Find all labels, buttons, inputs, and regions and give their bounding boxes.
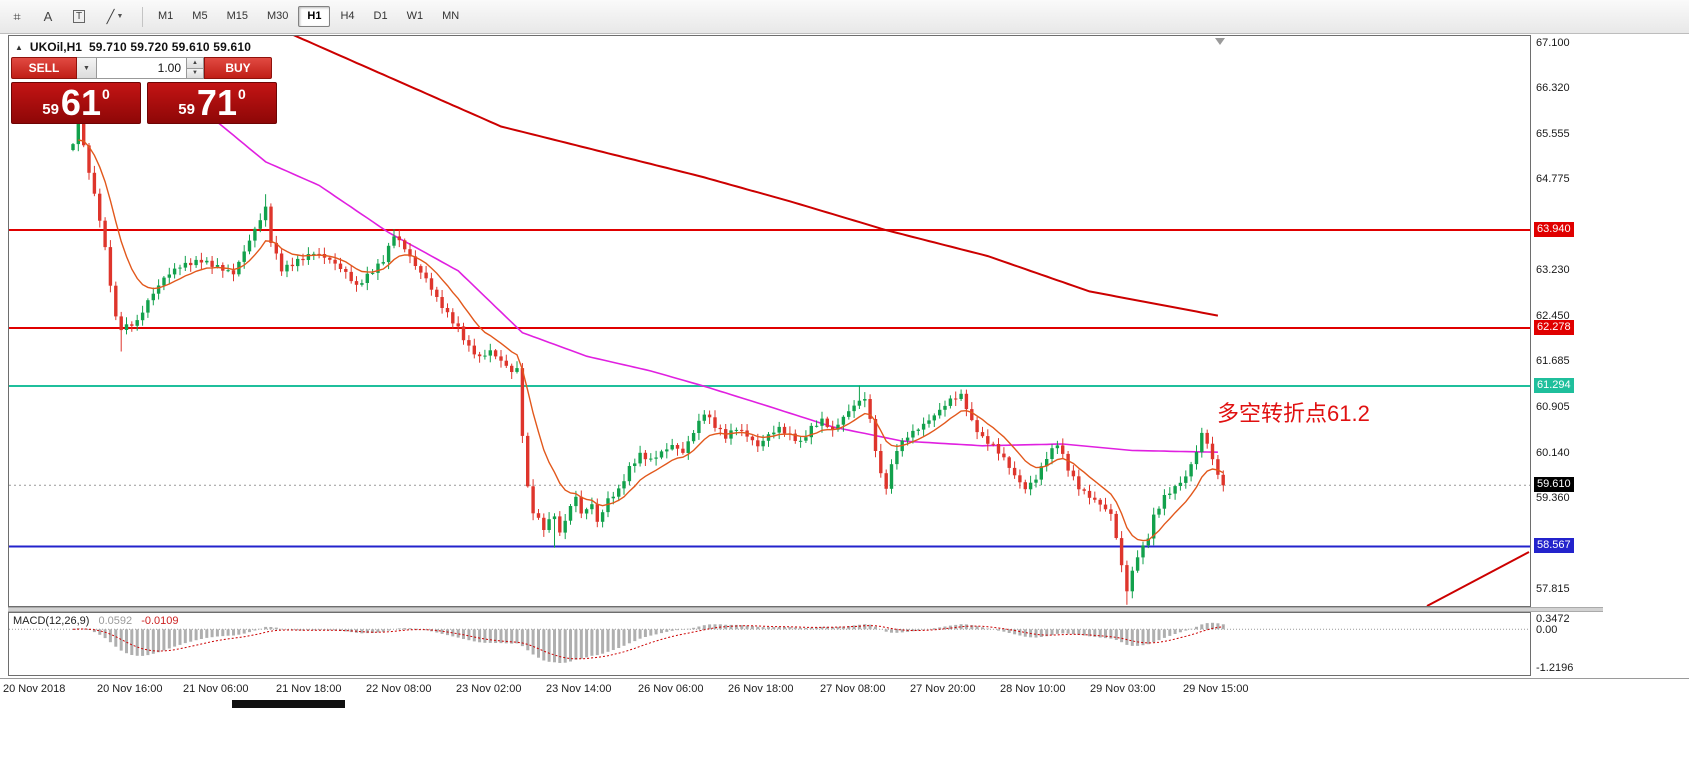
buy-price-big: 71 [196, 82, 237, 123]
time-axis-label: 27 Nov 08:00 [820, 683, 886, 695]
price-axis[interactable]: 67.100 66.320 65.555 64.775 63.230 62.450 61.6… [1533, 35, 1603, 607]
panel-splitter[interactable] [8, 607, 1603, 612]
macd-title: MACD(12,26,9) [13, 615, 90, 627]
price-axis-label: 57.815 [1536, 583, 1570, 596]
time-axis-label: 23 Nov 14:00 [546, 683, 612, 695]
price-badge: 59.610 [1534, 476, 1574, 492]
sell-price-sup: 0 [101, 86, 110, 102]
price-axis-label: 63.230 [1536, 264, 1570, 277]
sell-button[interactable]: SELL [11, 57, 77, 79]
price-axis-label: 61.685 [1536, 355, 1570, 368]
chevron-down-icon: ▼ [83, 64, 90, 72]
timeframe-H1[interactable]: H1 [298, 6, 331, 27]
chart-text-annotation: 多空转折点61.2 [1217, 401, 1370, 426]
macd-indicator-panel[interactable]: MACD(12,26,9) 0.0592 -0.0109 [8, 612, 1531, 676]
price-axis-label: 64.775 [1536, 173, 1570, 186]
timeframe-M30[interactable]: M30 [266, 10, 289, 22]
buy-quote-box[interactable]: 59 71 0 [147, 82, 277, 124]
time-axis-label: 21 Nov 06:00 [183, 683, 249, 695]
volume-stepper: ▲ ▼ [187, 57, 204, 79]
macd-signal-value: -0.0109 [141, 615, 179, 627]
price-axis-label: 59.360 [1536, 492, 1570, 505]
shapes-line-glyph: ╱ [106, 8, 115, 24]
time-axis-label: 29 Nov 15:00 [1183, 683, 1249, 695]
buy-button[interactable]: BUY [204, 57, 272, 79]
time-axis-label: 26 Nov 18:00 [728, 683, 794, 695]
macd-axis-label: 0.3472 [1536, 613, 1570, 625]
macd-axis-label: 0.00 [1536, 624, 1558, 636]
chevron-down-icon: ▼ [116, 13, 124, 20]
timeframe-M5[interactable]: M5 [192, 10, 208, 22]
sell-quote-box[interactable]: 59 61 0 [11, 82, 141, 124]
time-axis-label: 26 Nov 06:00 [638, 683, 704, 695]
buy-price-sup: 0 [237, 86, 246, 102]
crosshair-grid-glyph: ⌗ [13, 8, 21, 24]
sell-price-big: 61 [60, 82, 101, 123]
timeframe-group: M1 M5 M15 M30 H1 H4 D1 W1 MN [149, 6, 469, 27]
time-axis-label: 20 Nov 2018 [3, 683, 66, 695]
candlestick-chart[interactable] [9, 36, 1530, 606]
time-axis[interactable]: 20 Nov 2018 20 Nov 16:00 21 Nov 06:00 21 No… [0, 678, 1689, 700]
sell-price-small: 59 [42, 100, 59, 118]
volume-stepper-up[interactable]: ▲ [187, 57, 204, 69]
text-a-icon[interactable]: A [34, 4, 62, 30]
shapes-line-icon[interactable]: ╱ ▼ [96, 4, 134, 30]
ohlc-values: 59.710 59.720 59.610 59.610 [88, 40, 252, 54]
time-axis-label: 20 Nov 16:00 [97, 683, 163, 695]
one-click-trade-panel: SELL ▼ ▲ ▼ BUY 59 61 0 59 71 0 [11, 57, 277, 124]
macd-value: 0.0592 [98, 615, 133, 627]
crosshair-grid-icon[interactable]: ⌗ [3, 4, 31, 30]
timeframe-M15[interactable]: M15 [226, 10, 248, 22]
timeframe-D1[interactable]: D1 [373, 10, 388, 22]
price-axis-label: 62.450 [1536, 310, 1570, 323]
price-axis-label: 65.555 [1536, 127, 1570, 140]
price-chart-panel[interactable]: ▲ UKOil,H1 59.710 59.720 59.610 59.610 S… [8, 35, 1531, 607]
volume-input[interactable] [97, 57, 187, 79]
symbol-title: UKOil,H1 [29, 40, 82, 54]
macd-chart [9, 622, 1530, 663]
timeframe-M1[interactable]: M1 [158, 10, 174, 22]
buy-price-small: 59 [178, 100, 195, 118]
price-badge: 58.567 [1534, 538, 1574, 554]
price-badge: 61.294 [1534, 377, 1574, 393]
price-axis-label: 67.100 [1536, 36, 1570, 49]
timeframe-H4[interactable]: H4 [340, 10, 355, 22]
macd-axis-label: -1.2196 [1536, 662, 1574, 674]
volume-dropdown-button[interactable]: ▼ [77, 57, 97, 79]
time-axis-label: 29 Nov 03:00 [1090, 683, 1156, 695]
price-axis-label: 60.905 [1536, 401, 1570, 414]
timeframe-W1[interactable]: W1 [406, 10, 424, 22]
time-axis-label: 22 Nov 08:00 [366, 683, 432, 695]
timeframe-MN[interactable]: MN [442, 10, 460, 22]
time-axis-label: 28 Nov 10:00 [1000, 683, 1066, 695]
time-axis-label: 21 Nov 18:00 [276, 683, 342, 695]
text-label-glyph: T [72, 10, 86, 23]
toolbar-separator [142, 6, 143, 27]
price-badge: 62.278 [1534, 319, 1574, 335]
time-axis-label: 27 Nov 20:00 [910, 683, 976, 695]
taskbar-fragment [232, 700, 345, 708]
volume-stepper-down[interactable]: ▼ [187, 68, 204, 79]
chart-header: ▲ UKOil,H1 59.710 59.720 59.610 59.610 [15, 40, 251, 54]
price-axis-label: 60.140 [1536, 446, 1570, 459]
text-label-icon[interactable]: T [65, 4, 93, 30]
panel-toggle-icon[interactable]: ▲ [15, 42, 23, 52]
macd-header: MACD(12,26,9) 0.0592 -0.0109 [13, 615, 179, 627]
text-a-glyph: A [43, 9, 53, 24]
price-axis-label: 66.320 [1536, 82, 1570, 95]
time-axis-label: 23 Nov 02:00 [456, 683, 522, 695]
top-toolbar: ⌗ A T ╱ ▼ M1 M5 M15 M30 H1 H4 D1 W1 MN [0, 0, 1689, 34]
price-badge: 63.940 [1534, 221, 1574, 237]
last-bar-marker-icon[interactable] [1215, 38, 1225, 45]
